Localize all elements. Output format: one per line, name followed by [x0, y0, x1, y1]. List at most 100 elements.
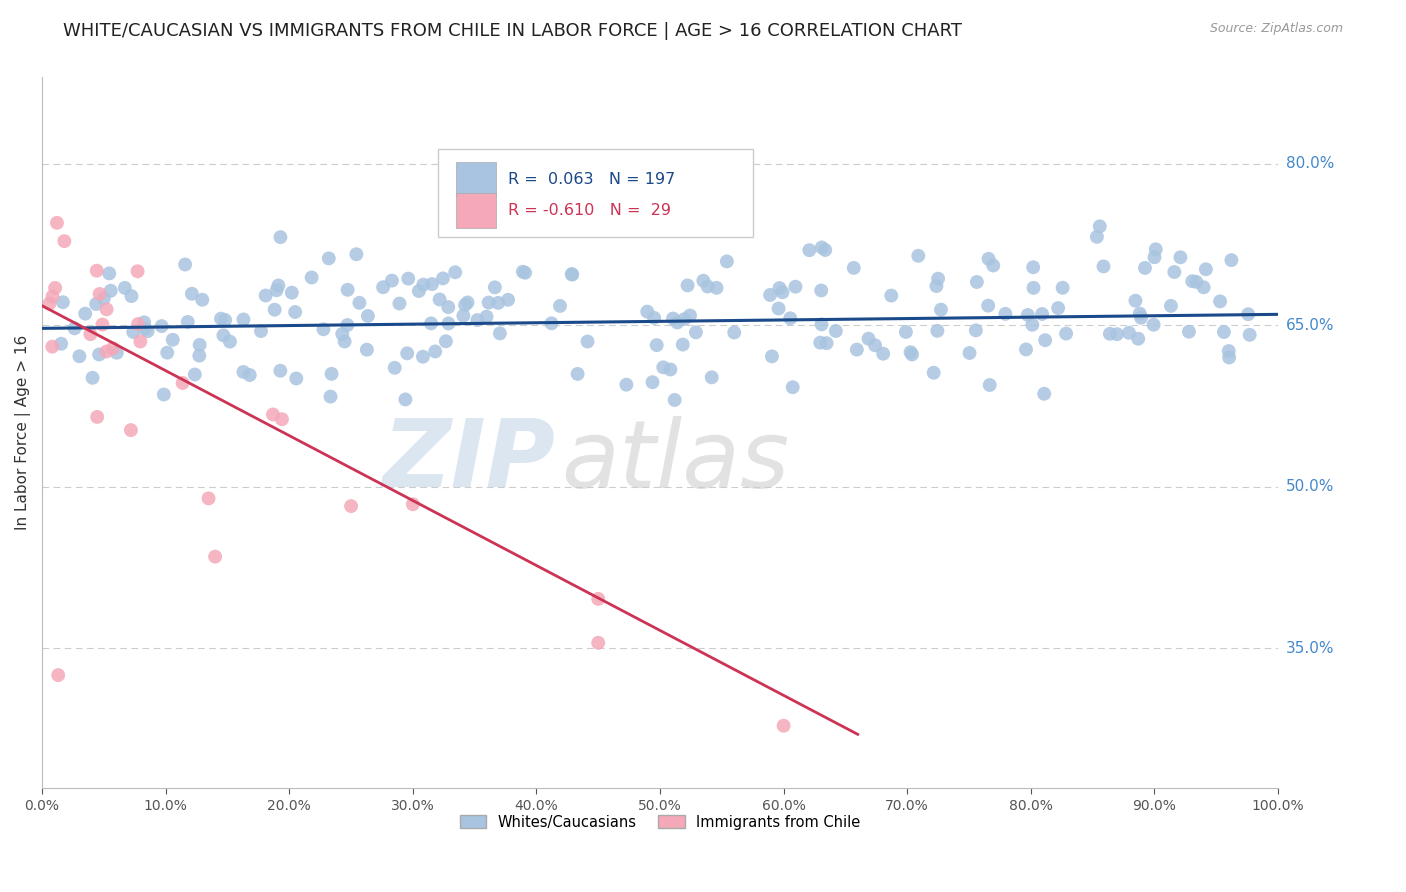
Point: [894, 325, 917, 339]
Point: [1015, 343, 1038, 357]
Point: [281, 285, 304, 300]
Point: [100, 284, 122, 298]
Point: [232, 365, 254, 379]
Point: [408, 284, 430, 298]
Point: [1129, 307, 1152, 321]
FancyBboxPatch shape: [456, 161, 496, 196]
Point: [437, 317, 460, 331]
Point: [120, 289, 142, 303]
Point: [863, 338, 886, 352]
Point: [84, 297, 107, 311]
Point: [1098, 326, 1121, 341]
Point: [262, 408, 284, 422]
Point: [333, 334, 356, 349]
Point: [340, 499, 363, 513]
Point: [412, 277, 434, 292]
Point: [489, 326, 512, 341]
Point: [1047, 301, 1070, 315]
Point: [177, 315, 200, 329]
Point: [250, 324, 273, 338]
Point: [96, 302, 118, 317]
Point: [301, 270, 323, 285]
Text: Source: ZipAtlas.com: Source: ZipAtlas.com: [1209, 22, 1343, 36]
Point: [723, 326, 745, 340]
Point: [412, 350, 434, 364]
Point: [772, 719, 794, 733]
Point: [1125, 293, 1147, 308]
Point: [652, 360, 675, 375]
Point: [86, 263, 108, 277]
Point: [845, 343, 868, 357]
Point: [79, 327, 101, 342]
Point: [153, 387, 176, 401]
Point: [396, 346, 419, 360]
Point: [1118, 326, 1140, 340]
Point: [673, 312, 696, 326]
Point: [214, 313, 236, 327]
Point: [219, 334, 242, 349]
Point: [810, 318, 832, 332]
Point: [676, 278, 699, 293]
Point: [1143, 250, 1166, 264]
Point: [659, 362, 682, 376]
Point: [188, 338, 211, 352]
Point: [91, 318, 114, 332]
Text: ZIP: ZIP: [382, 416, 555, 508]
Point: [263, 302, 285, 317]
Point: [824, 324, 846, 338]
Text: 80.0%: 80.0%: [1286, 156, 1334, 171]
Point: [586, 636, 609, 650]
Point: [271, 412, 294, 426]
Point: [136, 324, 159, 338]
Point: [396, 271, 419, 285]
Point: [799, 243, 821, 257]
Point: [134, 321, 156, 335]
Point: [1239, 327, 1261, 342]
Point: [101, 342, 124, 356]
Point: [318, 252, 340, 266]
Point: [1130, 310, 1153, 325]
Point: [44, 281, 66, 295]
Point: [1033, 386, 1056, 401]
Text: 35.0%: 35.0%: [1286, 640, 1334, 656]
Point: [977, 252, 1000, 266]
Point: [52, 295, 75, 310]
Point: [636, 304, 658, 318]
Point: [98, 267, 121, 281]
Point: [1031, 307, 1053, 321]
Point: [162, 333, 184, 347]
Point: [434, 334, 457, 349]
Point: [356, 343, 378, 357]
FancyBboxPatch shape: [456, 193, 496, 227]
Point: [1142, 318, 1164, 332]
Point: [381, 274, 404, 288]
Point: [127, 264, 149, 278]
Point: [900, 345, 922, 359]
Point: [641, 375, 664, 389]
Point: [696, 279, 718, 293]
Point: [269, 230, 291, 244]
Point: [1085, 230, 1108, 244]
Point: [977, 299, 1000, 313]
Point: [105, 345, 128, 359]
Point: [706, 281, 728, 295]
Point: [1144, 242, 1167, 256]
Point: [53, 234, 76, 248]
Point: [810, 284, 832, 298]
Point: [685, 326, 707, 340]
Point: [120, 423, 142, 437]
Point: [336, 283, 359, 297]
Point: [1022, 281, 1045, 295]
Point: [759, 288, 782, 302]
Point: [457, 295, 479, 310]
Point: [496, 293, 519, 307]
Point: [174, 258, 197, 272]
FancyBboxPatch shape: [437, 148, 752, 237]
Point: [643, 310, 665, 325]
Point: [38, 296, 60, 310]
Point: [475, 310, 498, 324]
Point: [184, 368, 207, 382]
Point: [129, 334, 152, 349]
Point: [761, 350, 783, 364]
Point: [1022, 260, 1045, 275]
